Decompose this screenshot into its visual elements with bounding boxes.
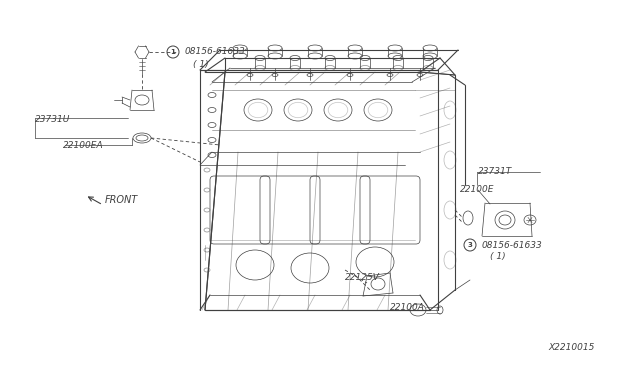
Text: 08156-61633: 08156-61633 bbox=[482, 241, 543, 250]
Text: 1: 1 bbox=[171, 49, 175, 55]
Text: X2210015: X2210015 bbox=[548, 343, 595, 353]
Text: 22100A: 22100A bbox=[390, 304, 425, 312]
Text: 22100EA: 22100EA bbox=[63, 141, 104, 150]
Text: 23731T: 23731T bbox=[478, 167, 512, 176]
Text: ( 1): ( 1) bbox=[193, 60, 209, 68]
Text: FRONT: FRONT bbox=[105, 195, 138, 205]
Text: 23731U: 23731U bbox=[35, 115, 70, 125]
Text: 3: 3 bbox=[468, 242, 472, 248]
Text: 08156-61633: 08156-61633 bbox=[185, 48, 246, 57]
Text: 22100E: 22100E bbox=[460, 186, 495, 195]
Text: 22125V: 22125V bbox=[345, 273, 380, 282]
Text: ( 1): ( 1) bbox=[490, 253, 506, 262]
